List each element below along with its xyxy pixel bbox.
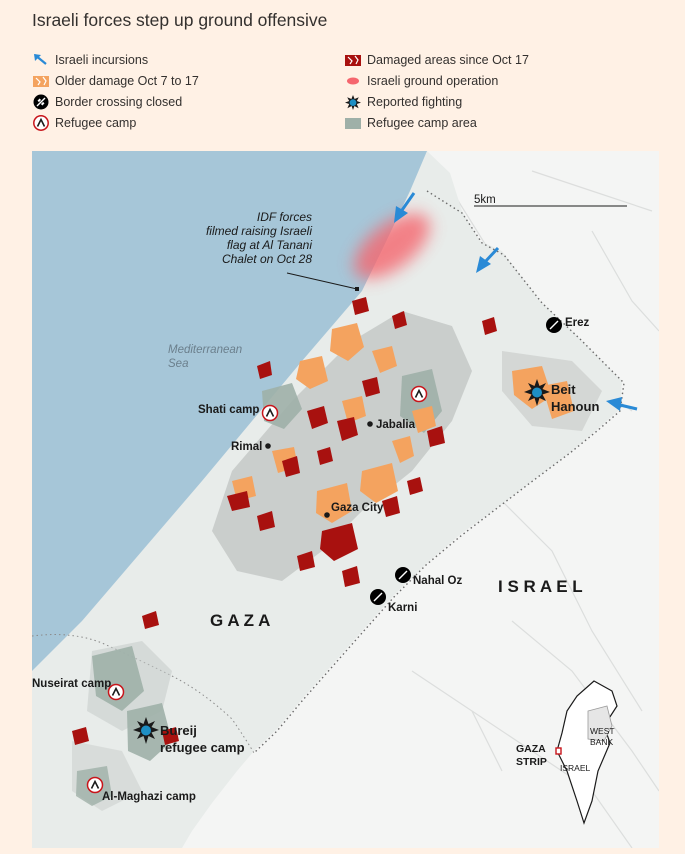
legend-damaged-since: Damaged areas since Oct 17 [344, 52, 529, 68]
camp-area-swatch-icon [345, 118, 361, 129]
incursion-arrow-1 [394, 192, 416, 223]
legend-older-damage-label: Older damage Oct 7 to 17 [55, 74, 199, 88]
legend-refugee-camp: Refugee camp [32, 115, 136, 131]
legend-ground-operation: Israeli ground operation [344, 73, 498, 89]
annotation-point [355, 287, 359, 291]
incursion-arrows [394, 192, 638, 411]
place-rimal: Rimal [231, 441, 271, 453]
legend-reported-fighting: Reported fighting [344, 94, 462, 110]
inset-west-bank [587, 705, 613, 742]
legend-camp-area-label: Refugee camp area [367, 116, 477, 130]
gaza-city-label: Gaza City [331, 502, 384, 514]
explosion-icon [345, 95, 361, 110]
border-line [253, 190, 625, 754]
annotation-line-3: flag at Al Tanani [227, 238, 313, 252]
place-jabalia: Jabalia [367, 419, 416, 431]
legend-border-closed-label: Border crossing closed [55, 95, 183, 109]
inset-gaza-marker [555, 747, 562, 755]
refugee-camp-icon [86, 776, 104, 794]
recent-damage [72, 297, 497, 745]
camp-jabalia-marker [410, 385, 428, 403]
border-closed-icon [33, 94, 49, 110]
place-gaza-city: Gaza City [324, 502, 384, 518]
nahal-oz-label: Nahal Oz [413, 575, 462, 587]
page-title: Israeli forces step up ground offensive [32, 10, 328, 30]
fighting-beit-hanoun: Beit Hanoun [524, 379, 599, 414]
beit-hanoun-label-1: Beit [551, 382, 576, 397]
gaza-region-label: G A Z A [210, 611, 270, 630]
legend-incursions: Israeli incursions [32, 52, 148, 68]
border-crossing-erez: Erez [546, 317, 590, 333]
legend-older-damage: Older damage Oct 7 to 17 [32, 73, 199, 89]
annotation-line-2: filmed raising Israeli [206, 224, 312, 238]
camp-maghazi: Al-Maghazi camp [86, 776, 196, 803]
camp-shati: Shati camp [198, 404, 279, 422]
refugee-camp-icon [33, 115, 49, 131]
shati-label: Shati camp [198, 404, 259, 416]
inset-map: WEST BANK ISRAEL GAZA STRIP [516, 680, 618, 825]
rimal-label: Rimal [231, 441, 262, 453]
annotation-line-4: Chalet on Oct 28 [222, 252, 312, 266]
map: IDF forces filmed raising Israeli flag a… [32, 151, 659, 848]
bureij-label-1: Bureij [160, 723, 197, 738]
israel-region-label: I S R A E L [498, 577, 583, 596]
jabalia-label: Jabalia [376, 419, 416, 431]
legend: Israeli incursions Older damage Oct 7 to… [32, 52, 662, 138]
sea-label: Mediterranean Sea [168, 344, 242, 370]
legend-incursions-label: Israeli incursions [55, 53, 149, 67]
inset-gaza-label-1: GAZA [516, 743, 546, 755]
inset-israel-label: ISRAEL [560, 763, 591, 773]
maghazi-label: Al-Maghazi camp [102, 791, 196, 803]
mediterranean-sea [32, 151, 427, 671]
camp-nuseirat: Nuseirat camp [32, 678, 125, 701]
arrow-icon [34, 54, 47, 65]
bureij-label-2: refugee camp [160, 740, 245, 755]
legend-border-closed: Border crossing closed [32, 94, 182, 110]
beit-hanoun-label-2: Hanoun [551, 399, 599, 414]
nuseirat-label: Nuseirat camp [32, 678, 111, 690]
border-crossing-karni: Karni [370, 589, 417, 614]
legend-damaged-since-label: Damaged areas since Oct 17 [367, 53, 529, 67]
inset-west-bank-label-1: WEST [590, 726, 615, 736]
incursion-arrow-2 [476, 246, 500, 273]
refugee-camp-icon [107, 683, 125, 701]
karni-label: Karni [388, 602, 417, 614]
erez-label: Erez [565, 317, 590, 329]
annotation: IDF forces filmed raising Israeli flag a… [206, 210, 312, 266]
legend-reported-fighting-label: Reported fighting [367, 95, 463, 109]
sea-label-line-2: Sea [168, 358, 188, 370]
sea-label-line-1: Mediterranean [168, 344, 242, 356]
legend-camp-area: Refugee camp area [344, 115, 477, 131]
incursion-arrow-3 [606, 397, 638, 411]
annotation-line-1: IDF forces [257, 210, 312, 224]
refugee-camp-icon [261, 404, 279, 422]
border-crossing-nahal-oz: Nahal Oz [395, 567, 462, 587]
ground-operation-swatch-icon [347, 77, 359, 85]
fighting-bureij: Bureij refugee camp [133, 717, 245, 755]
older-damage-swatch-icon [33, 76, 49, 87]
ground-operation-area [354, 213, 430, 279]
annotation-leader [286, 272, 358, 290]
inset-west-bank-label-2: BANK [590, 737, 613, 747]
inset-gaza-label-2: STRIP [516, 756, 547, 768]
district-line [32, 634, 255, 754]
legend-ground-operation-label: Israeli ground operation [367, 74, 499, 88]
scale-label: 5km [474, 194, 496, 206]
recent-damage-swatch-icon [345, 55, 361, 66]
refugee-camp-icon [410, 385, 428, 403]
legend-refugee-camp-label: Refugee camp [55, 116, 137, 130]
